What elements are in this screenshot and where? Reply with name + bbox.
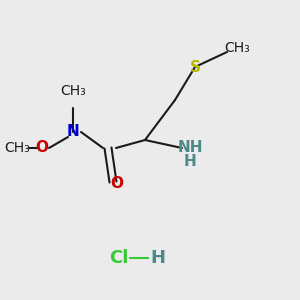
Text: CH₃: CH₃ — [60, 84, 86, 98]
Text: O: O — [110, 176, 124, 191]
Text: CH₃: CH₃ — [4, 141, 30, 155]
Text: O: O — [35, 140, 49, 155]
Text: H: H — [184, 154, 196, 169]
Text: N: N — [67, 124, 80, 140]
Text: CH₃: CH₃ — [224, 41, 250, 55]
Text: S: S — [190, 59, 200, 74]
Text: H: H — [150, 249, 165, 267]
Text: NH: NH — [177, 140, 203, 155]
Text: Cl: Cl — [109, 249, 128, 267]
